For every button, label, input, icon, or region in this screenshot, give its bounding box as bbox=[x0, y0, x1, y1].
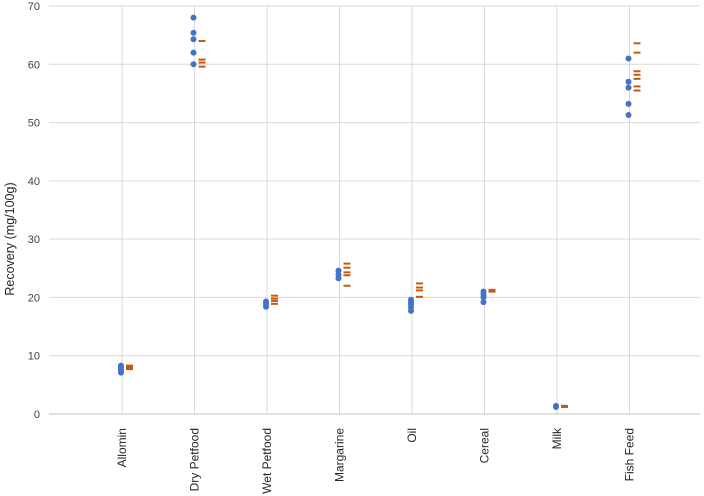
data-point-measured bbox=[190, 36, 197, 43]
x-category-label: Fish Feed bbox=[623, 428, 637, 481]
y-tick-label: 50 bbox=[28, 118, 40, 130]
data-point-measured bbox=[480, 288, 487, 295]
data-point-measured bbox=[625, 111, 632, 118]
data-point-measured bbox=[408, 296, 414, 303]
data-point-measured bbox=[625, 78, 632, 85]
data-point-measured bbox=[335, 267, 342, 274]
y-tick-label: 0 bbox=[34, 409, 40, 421]
y-tick-label: 40 bbox=[28, 176, 40, 188]
data-point-measured bbox=[480, 299, 487, 306]
x-category-label: Dry Petfood bbox=[188, 428, 202, 491]
x-category-label: Wet Petfood bbox=[260, 428, 274, 494]
data-point-measured bbox=[190, 49, 197, 56]
data-point-measured bbox=[625, 100, 632, 107]
x-category-label: Milk bbox=[550, 427, 564, 449]
x-category-label: Cereal bbox=[478, 428, 492, 463]
x-category-label: Margarine bbox=[333, 428, 347, 482]
data-point-measured bbox=[190, 61, 197, 68]
gridlines bbox=[49, 5, 700, 414]
y-tick-label: 30 bbox=[28, 234, 40, 246]
data-point-measured bbox=[190, 29, 197, 36]
data-point-measured bbox=[553, 402, 559, 409]
y-tick-label: 20 bbox=[28, 292, 40, 304]
x-category-labels: Allomin Dry Petfood Wet Petfood Margarine Oi… bbox=[115, 427, 637, 494]
y-tick-label: 70 bbox=[28, 1, 40, 13]
data-point-measured bbox=[118, 362, 124, 369]
data-points bbox=[118, 14, 641, 411]
x-category-label: Allomin bbox=[115, 428, 129, 467]
y-tick-labels: 0 10 20 30 40 50 60 70 bbox=[28, 1, 40, 421]
y-axis-title: Recovery (mg/100g) bbox=[3, 182, 17, 295]
data-point-measured bbox=[263, 298, 269, 305]
y-tick-label: 10 bbox=[28, 351, 40, 363]
x-category-label: Oil bbox=[405, 428, 419, 443]
y-tick-label: 60 bbox=[28, 59, 40, 71]
data-point-measured bbox=[190, 14, 197, 21]
data-point-measured bbox=[625, 84, 632, 91]
data-point-measured bbox=[625, 55, 632, 62]
